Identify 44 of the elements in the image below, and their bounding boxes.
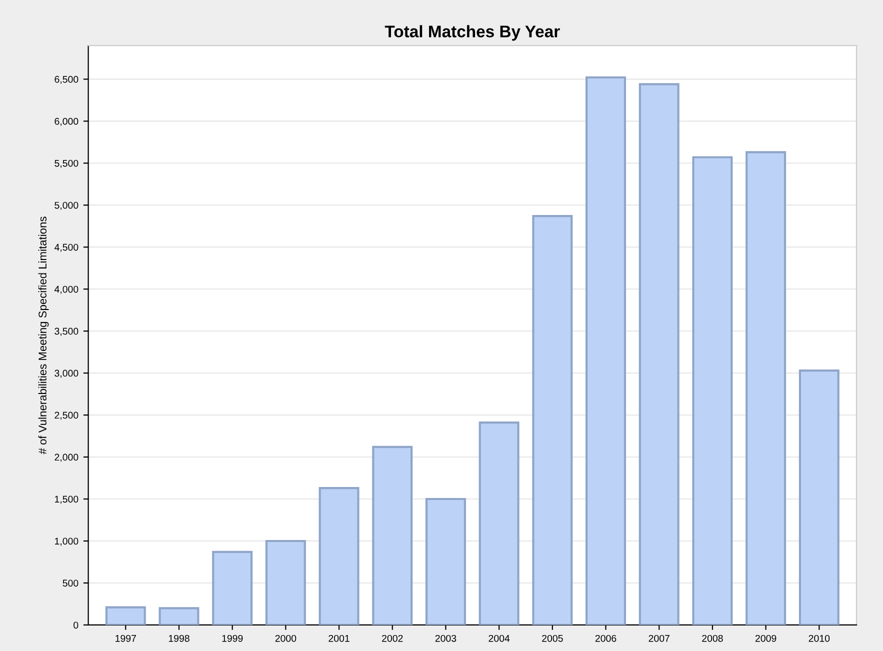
- x-tick-label: 2007: [648, 634, 670, 642]
- y-tick-label: 5,500: [54, 160, 78, 168]
- bar: [212, 550, 253, 625]
- y-tick-label: 3,500: [54, 328, 78, 336]
- bar: [318, 487, 360, 625]
- bar: [158, 607, 200, 625]
- bar: [532, 214, 573, 625]
- y-tick-label: 0: [74, 622, 78, 629]
- x-tick-label: 1998: [168, 634, 190, 642]
- chart-title: Total Matches By Year: [384, 25, 560, 41]
- y-axis-title: # of Vulnerabilities Meeting Specified Limitations: [38, 216, 49, 454]
- x-tick-label: 2008: [702, 634, 723, 642]
- x-tick-label: 1997: [116, 634, 136, 642]
- x-tick-label: 2010: [808, 634, 830, 642]
- y-tick-label: 500: [62, 580, 78, 587]
- bar: [372, 446, 413, 625]
- y-tick-label: 6,500: [54, 76, 78, 84]
- bar: [692, 156, 733, 625]
- x-tick-label: 2009: [755, 634, 776, 642]
- x-tick-label: 2002: [382, 634, 403, 642]
- x-tick-label: 2000: [275, 634, 296, 642]
- bar: [478, 422, 520, 625]
- bar: [586, 76, 626, 625]
- y-tick-label: 2,500: [54, 412, 78, 420]
- bar: [105, 606, 146, 625]
- y-tick-label: 2,000: [54, 454, 78, 462]
- x-tick-label: 2006: [595, 634, 616, 642]
- bar: [425, 498, 466, 625]
- y-tick-label: 3,000: [54, 370, 78, 378]
- x-tick-label: 2005: [542, 634, 563, 642]
- x-tick-label: 2004: [488, 634, 510, 642]
- x-tick-label: 1999: [222, 634, 243, 642]
- x-tick-label: 2003: [435, 634, 456, 642]
- y-tick-label: 5,000: [54, 202, 78, 210]
- bar: [746, 151, 786, 625]
- y-tick-label: 6,000: [54, 118, 78, 126]
- bar: [798, 369, 840, 625]
- y-tick-label: 1,000: [54, 538, 78, 546]
- y-tick-label: 4,000: [54, 286, 78, 294]
- bar: [638, 83, 680, 625]
- x-tick-label: 2001: [328, 634, 350, 642]
- y-tick-label: 4,500: [54, 244, 78, 252]
- bar: [265, 540, 306, 625]
- y-tick-label: 1,500: [54, 496, 78, 504]
